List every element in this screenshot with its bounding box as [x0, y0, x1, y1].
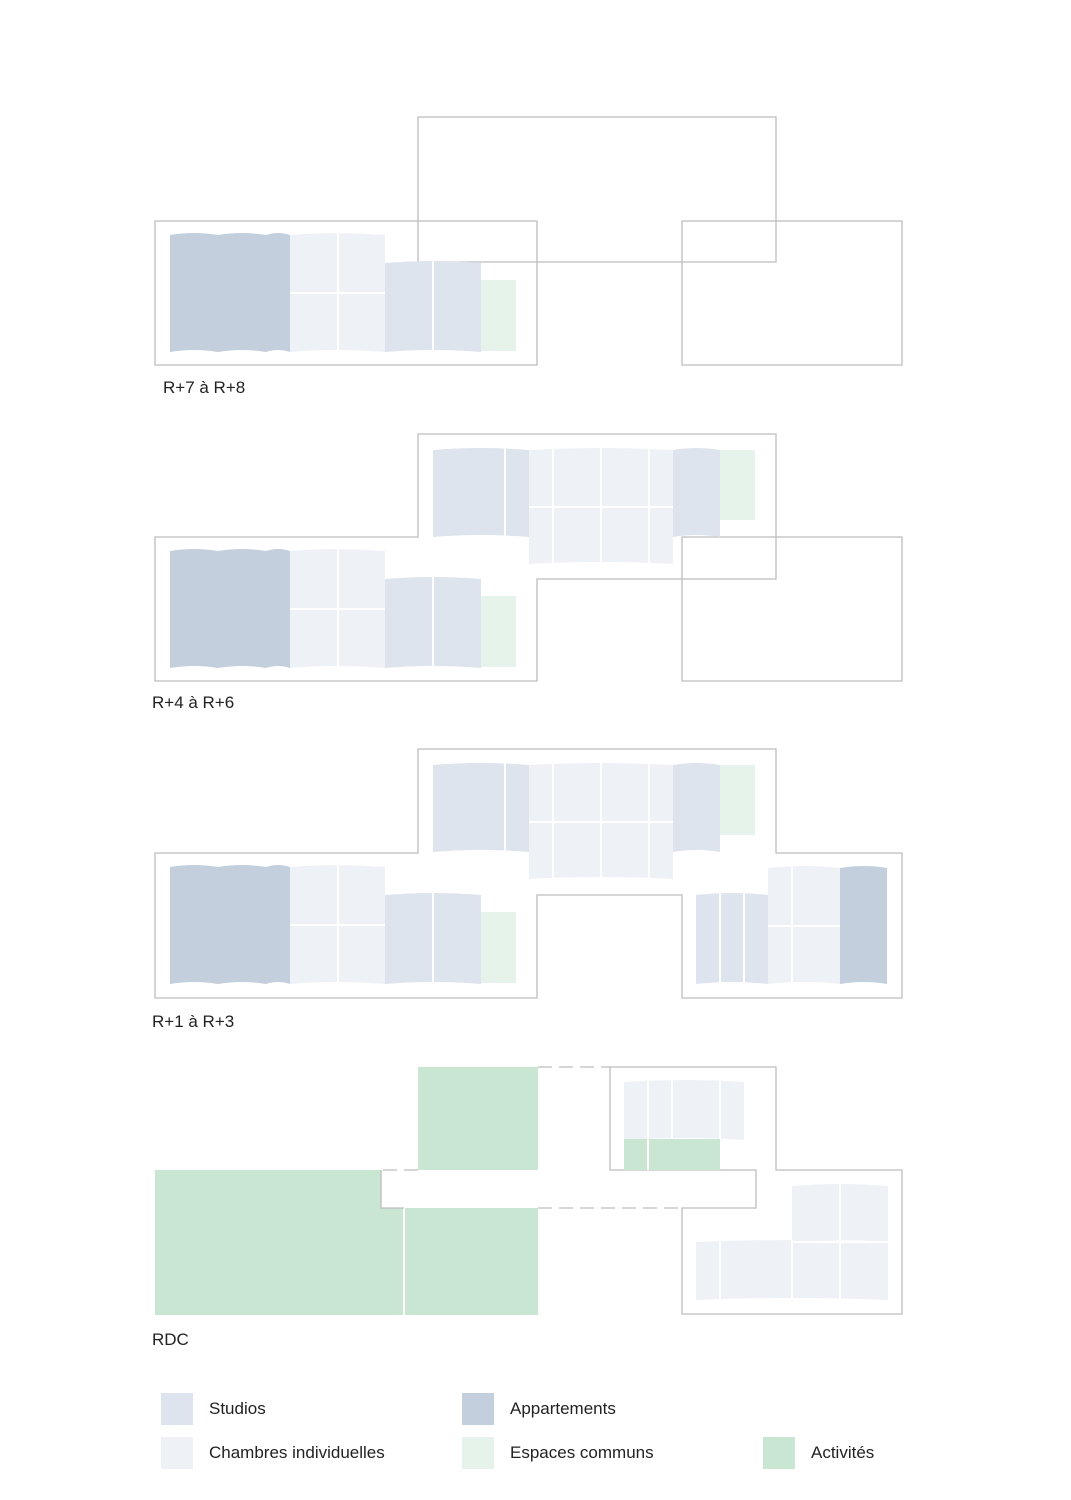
passage-outline: [380, 1170, 404, 1209]
floor-label-rdc: RDC: [152, 1330, 189, 1349]
legend-label-appartements: Appartements: [510, 1399, 616, 1418]
east-wing-outline: [681, 220, 903, 366]
legend-swatch-studios: [161, 1393, 193, 1425]
activite-area: [624, 1139, 720, 1170]
floor-plans: [154, 116, 903, 1316]
west-wing-outline: [154, 220, 538, 366]
legend-swatch-chambres: [161, 1437, 193, 1469]
legend-swatch-appartements: [462, 1393, 494, 1425]
appartement-room: [266, 233, 290, 352]
espace-commun-room: [481, 596, 516, 667]
legend-item-studios: Studios: [161, 1393, 266, 1425]
appartement-room: [170, 865, 218, 984]
floor-plan-r7-r8: [154, 116, 903, 366]
appartement-room: [170, 549, 218, 668]
appartement-room: [170, 233, 218, 352]
studio-room: [673, 763, 720, 852]
activite-area: [418, 1067, 538, 1170]
legend-label-studios: Studios: [209, 1399, 266, 1418]
legend-item-activites: Activités: [763, 1437, 874, 1469]
floor-plan-r4-r6: [154, 433, 903, 682]
legend-label-chambres: Chambres individuelles: [209, 1443, 385, 1462]
east-wing-outline: [681, 536, 903, 682]
floor-label-r7-r8: R+7 à R+8: [163, 378, 246, 397]
appartement-room: [266, 865, 290, 984]
floor-label-r1-r3: R+1 à R+3: [152, 1012, 235, 1031]
legend-item-espaces-communs: Espaces communs: [462, 1437, 654, 1469]
legend-item-chambres: Chambres individuelles: [161, 1437, 385, 1469]
studio-room: [673, 448, 720, 537]
floor-plan-rdc: [155, 1066, 903, 1316]
legend-swatch-espaces-communs: [462, 1437, 494, 1469]
main-building-outline: [154, 433, 777, 682]
appartement-room: [218, 549, 266, 668]
legend-swatch-activites: [763, 1437, 795, 1469]
legend-label-activites: Activités: [811, 1443, 875, 1462]
appartement-room: [266, 549, 290, 668]
appartement-room: [840, 866, 887, 984]
studio-room: [433, 448, 529, 537]
appartement-room: [218, 865, 266, 984]
floor-plan-r1-r3: [154, 748, 903, 999]
main-building-outline: [154, 748, 903, 999]
studio-room: [433, 763, 529, 852]
espace-commun-room: [481, 280, 516, 351]
legend-label-espaces-communs: Espaces communs: [510, 1443, 654, 1462]
appartement-room: [218, 233, 266, 352]
circulation-passage: [381, 1170, 756, 1208]
espace-commun-room: [720, 450, 755, 520]
studio-room: [696, 893, 768, 984]
chambre-room: [624, 1080, 744, 1140]
floor-label-r4-r6: R+4 à R+6: [152, 693, 235, 712]
espace-commun-room: [481, 912, 516, 983]
espace-commun-room: [720, 765, 755, 835]
legend-item-appartements: Appartements: [462, 1393, 616, 1425]
central-block-outline: [417, 116, 777, 263]
